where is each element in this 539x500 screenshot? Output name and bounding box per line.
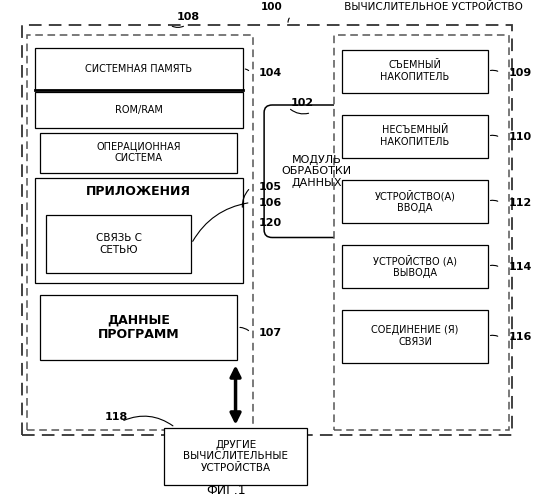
Bar: [22, 25, 512, 435]
Text: 102: 102: [291, 98, 314, 108]
Text: 114: 114: [508, 262, 531, 272]
Text: МОДУЛЬ
ОБРАБОТКИ
ДАННЫХ: МОДУЛЬ ОБРАБОТКИ ДАННЫХ: [281, 154, 352, 188]
Text: 107: 107: [259, 328, 282, 338]
Text: 118: 118: [105, 412, 128, 422]
Text: 105: 105: [259, 182, 282, 192]
Bar: [342, 180, 488, 222]
Bar: [35, 178, 243, 282]
Bar: [27, 35, 253, 430]
Text: ROM/RAM: ROM/RAM: [115, 104, 163, 115]
Text: УСТРОЙСТВО(А)
ВВОДА: УСТРОЙСТВО(А) ВВОДА: [375, 190, 455, 213]
Bar: [40, 132, 237, 172]
Text: 116: 116: [508, 332, 531, 342]
Text: НЕСЪЕМНЫЙ
НАКОПИТЕЛЬ: НЕСЪЕМНЫЙ НАКОПИТЕЛЬ: [381, 126, 450, 147]
Bar: [342, 245, 488, 288]
Text: 100: 100: [261, 2, 283, 12]
Bar: [164, 428, 307, 485]
Text: 109: 109: [508, 68, 531, 78]
Text: ПРИЛОЖЕНИЯ: ПРИЛОЖЕНИЯ: [86, 185, 191, 198]
Text: 106: 106: [259, 198, 282, 207]
FancyBboxPatch shape: [264, 105, 369, 238]
Bar: [342, 50, 488, 92]
Text: 108: 108: [177, 12, 200, 22]
Bar: [40, 295, 237, 360]
Text: ФИГ.1: ФИГ.1: [206, 484, 246, 498]
Text: СЪЕМНЫЙ
НАКОПИТЕЛЬ: СЪЕМНЫЙ НАКОПИТЕЛЬ: [381, 60, 450, 82]
Text: 110: 110: [508, 132, 531, 142]
Bar: [46, 215, 191, 272]
Bar: [35, 48, 243, 90]
Text: СВЯЗЬ С
СЕТЬЮ: СВЯЗЬ С СЕТЬЮ: [95, 233, 142, 254]
Bar: [334, 35, 509, 430]
Text: 112: 112: [508, 198, 531, 207]
Text: 120: 120: [259, 218, 282, 228]
Bar: [342, 115, 488, 158]
Text: ДАННЫЕ
ПРОГРАММ: ДАННЫЕ ПРОГРАММ: [98, 314, 179, 342]
Text: 104: 104: [259, 68, 282, 78]
Text: УСТРОЙСТВО (А)
ВЫВОДА: УСТРОЙСТВО (А) ВЫВОДА: [373, 254, 457, 278]
Text: СИСТЕМНАЯ ПАМЯТЬ: СИСТЕМНАЯ ПАМЯТЬ: [85, 64, 192, 74]
Text: ВЫЧИСЛИТЕЛЬНОЕ УСТРОЙСТВО: ВЫЧИСЛИТЕЛЬНОЕ УСТРОЙСТВО: [341, 2, 523, 12]
Text: СОЕДИНЕНИЕ (Я)
СВЯЗИ: СОЕДИНЕНИЕ (Я) СВЯЗИ: [371, 326, 459, 347]
Bar: [35, 92, 243, 128]
Text: ОПЕРАЦИОННАЯ
СИСТЕМА: ОПЕРАЦИОННАЯ СИСТЕМА: [96, 142, 181, 164]
Bar: [342, 310, 488, 362]
Text: ДРУГИЕ
ВЫЧИСЛИТЕЛЬНЫЕ
УСТРОЙСТВА: ДРУГИЕ ВЫЧИСЛИТЕЛЬНЫЕ УСТРОЙСТВА: [183, 440, 288, 473]
